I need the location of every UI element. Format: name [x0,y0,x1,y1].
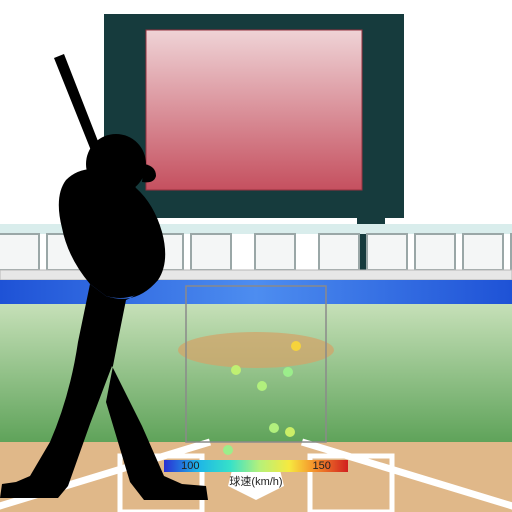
stands-rail [0,270,512,280]
pitch-marker [291,341,301,351]
colorbar-tick: 150 [313,460,331,472]
pitchers-mound [178,332,334,368]
pitch-marker [269,423,279,433]
stand-panel [319,234,359,270]
outfield-wall [0,280,512,304]
pitch-marker [223,445,233,455]
pitch-marker [257,381,267,391]
scoreboard-screen [146,30,362,190]
stand-panel [463,234,503,270]
stand-panel [0,234,39,270]
speed-colorbar: 100 150 球速(km/h) [164,460,348,489]
pitch-marker [231,365,241,375]
colorbar-tick: 100 [181,460,199,472]
pitch-marker [285,427,295,437]
stand-panel [367,234,407,270]
stand-panel [415,234,455,270]
stand-panel [255,234,295,270]
pitch-marker [283,367,293,377]
stand-panel [191,234,231,270]
colorbar-label: 球速(km/h) [164,473,348,489]
